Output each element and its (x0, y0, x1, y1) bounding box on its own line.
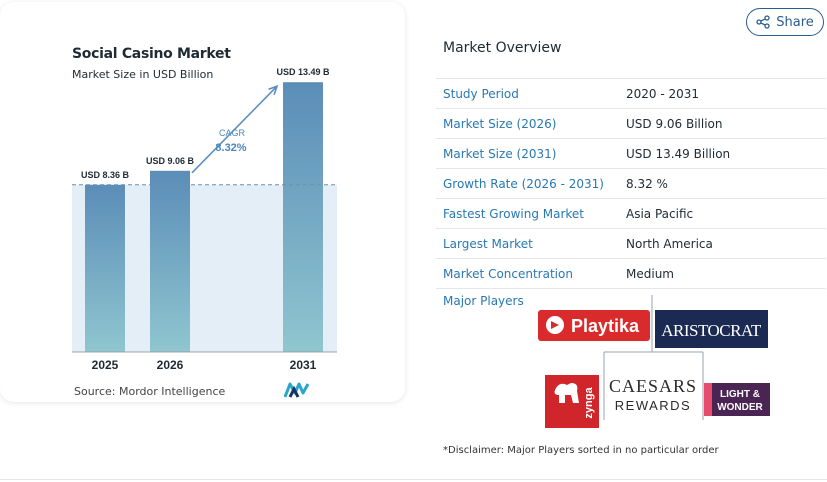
tick-label: 2025 (92, 358, 119, 372)
row-label[interactable]: Study Period (443, 86, 519, 101)
data-label: USD 8.36 B (81, 170, 130, 180)
overview-row: Growth Rate (2026 - 2031) 8.32 % (436, 169, 826, 199)
overview-row: Fastest Growing Market Asia Pacific (436, 199, 826, 229)
bar-2025 (85, 184, 125, 352)
disclaimer: *Disclaimer: Major Players sorted in no … (443, 445, 719, 456)
cagr-value: 8.32% (215, 142, 246, 154)
share-icon (756, 15, 770, 29)
chart-title: Social Casino Market (72, 46, 231, 62)
bar-2031 (283, 82, 323, 352)
zynga-logo: zynga (545, 375, 599, 428)
mordor-intelligence-logo (284, 382, 310, 398)
overview-row: Market Size (2031) USD 13.49 Billion (436, 139, 826, 169)
row-value: 2020 - 2031 (626, 86, 700, 101)
caesars-rewards-logo: CAESARS REWARDS (609, 376, 697, 413)
row-label[interactable]: Market Size (2026) (443, 116, 557, 131)
aristocrat-text: ARISTOCRAT (661, 321, 762, 340)
overview-row: Market Size (2026) USD 9.06 Billion (436, 109, 826, 139)
aristocrat-logo: ARISTOCRAT (655, 310, 768, 348)
row-value: Medium (626, 266, 674, 281)
share-label: Share (776, 14, 814, 30)
data-label: USD 9.06 B (146, 156, 195, 166)
caesars-text: CAESARS (609, 376, 697, 396)
overview-table: Study Period 2020 - 2031 Market Size (202… (436, 78, 826, 289)
row-label[interactable]: Growth Rate (2026 - 2031) (443, 176, 604, 191)
rewards-text: REWARDS (615, 398, 691, 413)
data-label: USD 13.49 B (276, 67, 330, 77)
divider (0, 479, 827, 480)
row-label[interactable]: Market Size (2031) (443, 146, 557, 161)
row-value: Asia Pacific (626, 206, 694, 221)
major-players-label[interactable]: Major Players (443, 294, 524, 308)
major-players-logos: Playtika ARISTOCRAT zynga CAESARS REWARD… (538, 295, 770, 428)
cagr-label: CAGR (219, 128, 246, 138)
playtika-text: Playtika (571, 316, 640, 336)
tick-label: 2026 (157, 358, 184, 372)
light-text: LIGHT & (720, 389, 760, 400)
row-label[interactable]: Fastest Growing Market (443, 206, 585, 221)
overview-row: Market Concentration Medium (436, 259, 826, 289)
row-label[interactable]: Market Concentration (443, 266, 573, 281)
zynga-text: zynga (583, 387, 595, 419)
cagr-arrow-head (268, 84, 279, 95)
row-value: USD 13.49 Billion (626, 146, 731, 161)
tick-label: 2031 (290, 358, 317, 372)
overview-row: Largest Market North America (436, 229, 826, 259)
share-button[interactable]: Share (746, 8, 824, 36)
playtika-logo: Playtika (538, 310, 650, 341)
overview-row: Study Period 2020 - 2031 (436, 78, 826, 109)
row-label[interactable]: Largest Market (443, 236, 533, 251)
chart-card: Social Casino Market Market Size in USD … (0, 2, 405, 402)
overview-title: Market Overview (443, 40, 562, 56)
chart-subtitle: Market Size in USD Billion (72, 68, 214, 81)
source-text: Source: Mordor Intelligence (74, 385, 226, 398)
bar-chart: USD 8.36 B 2025 USD 9.06 B 2026 USD 13.49 B 2… (72, 67, 337, 372)
row-value: 8.32 % (626, 176, 668, 191)
light-and-wonder-logo: LIGHT & WONDER (704, 383, 770, 416)
cagr-arrow (191, 85, 278, 174)
row-value: North America (626, 236, 713, 251)
wonder-text: WONDER (717, 402, 763, 413)
bar-2026 (150, 170, 190, 352)
row-value: USD 9.06 Billion (626, 116, 723, 131)
